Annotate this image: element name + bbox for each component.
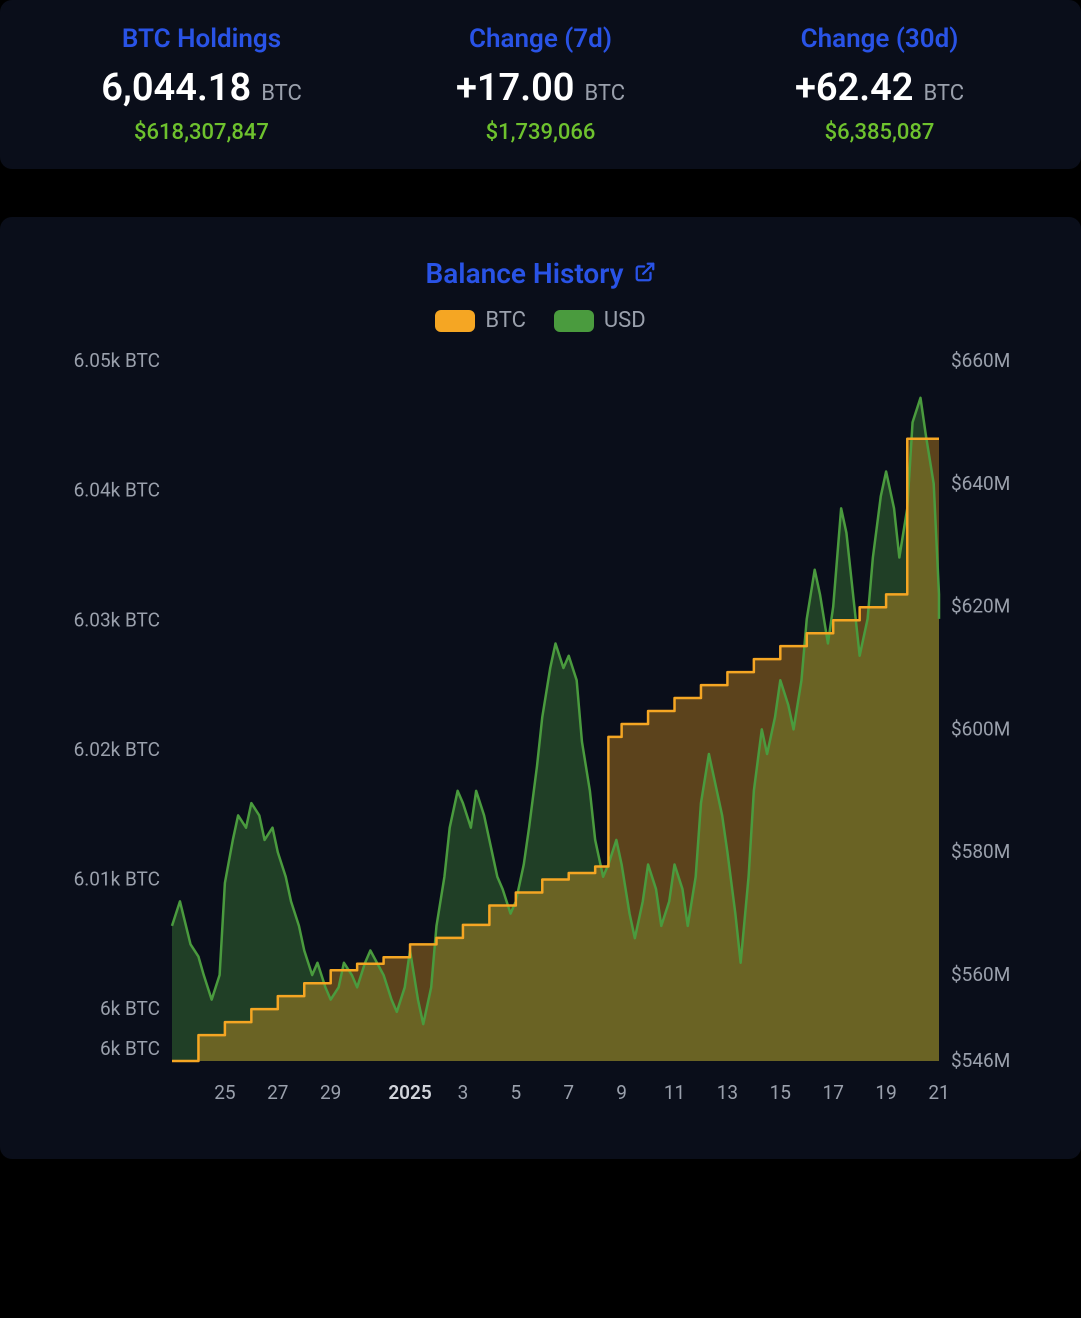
y-left-tick: 6.02k BTC xyxy=(74,738,160,761)
x-tick: 2025 xyxy=(388,1081,432,1104)
stat-label: Change (7d) xyxy=(371,24,710,54)
stat-change-7d: Change (7d) +17.00 BTC $1,739,066 xyxy=(371,24,710,145)
y-right-tick: $560M xyxy=(951,963,1010,986)
stat-label: Change (30d) xyxy=(710,24,1049,54)
stat-value-row: 6,044.18 BTC xyxy=(32,66,371,110)
stat-value-row: +17.00 BTC xyxy=(371,66,710,110)
y-left-tick: 6.04k BTC xyxy=(74,479,160,502)
stat-unit: BTC xyxy=(584,81,625,106)
chart-title-link[interactable]: Balance History xyxy=(425,257,655,290)
stats-panel: BTC Holdings 6,044.18 BTC $618,307,847 C… xyxy=(0,0,1081,169)
y-right-tick: $660M xyxy=(951,351,1010,372)
y-right-tick: $600M xyxy=(951,717,1010,740)
chart-panel: Balance History BTC USD 6k BTC 6k BTC 6.01… xyxy=(0,217,1081,1159)
stat-label: BTC Holdings xyxy=(32,24,371,54)
y-right-tick: $580M xyxy=(951,840,1010,863)
y-left-tick: 6k BTC xyxy=(100,997,160,1020)
stat-usd: $6,385,087 xyxy=(710,120,1049,145)
legend-swatch-btc xyxy=(435,310,475,332)
y-left-tick: 6k BTC xyxy=(100,1037,160,1060)
stat-value: +17.00 xyxy=(456,66,575,110)
y-right-tick: $620M xyxy=(951,595,1010,618)
stat-unit: BTC xyxy=(261,81,302,106)
chart-wrap: 6k BTC 6k BTC 6.01k BTC 6.02k BTC 6.03k BTC 6… xyxy=(32,351,1049,1111)
stat-value-row: +62.42 BTC xyxy=(710,66,1049,110)
x-tick: 21 xyxy=(928,1081,949,1104)
legend-swatch-usd xyxy=(554,310,594,332)
external-link-icon xyxy=(634,257,656,290)
x-tick: 19 xyxy=(875,1081,896,1104)
legend-item-btc[interactable]: BTC xyxy=(435,308,526,333)
y-left-tick: 6.05k BTC xyxy=(74,351,160,372)
stat-usd: $618,307,847 xyxy=(32,120,371,145)
x-tick: 11 xyxy=(664,1081,685,1104)
stat-unit: BTC xyxy=(923,81,964,106)
stat-holdings: BTC Holdings 6,044.18 BTC $618,307,847 xyxy=(32,24,371,145)
y-right-tick: $640M xyxy=(951,472,1010,495)
balance-history-chart[interactable]: 6k BTC 6k BTC 6.01k BTC 6.02k BTC 6.03k BTC 6… xyxy=(32,351,1049,1111)
legend-label: USD xyxy=(604,308,646,333)
x-tick: 25 xyxy=(214,1081,235,1104)
stat-change-30d: Change (30d) +62.42 BTC $6,385,087 xyxy=(710,24,1049,145)
stat-value: +62.42 xyxy=(795,66,914,110)
x-tick: 9 xyxy=(616,1081,627,1104)
legend-label: BTC xyxy=(485,308,526,333)
x-tick: 13 xyxy=(717,1081,738,1104)
y-left-tick: 6.01k BTC xyxy=(74,868,160,891)
x-tick: 15 xyxy=(770,1081,791,1104)
x-tick: 5 xyxy=(510,1081,521,1104)
x-tick: 17 xyxy=(823,1081,844,1104)
x-tick: 29 xyxy=(320,1081,341,1104)
y-right-tick: $546M xyxy=(951,1049,1010,1072)
chart-title-text: Balance History xyxy=(425,257,623,290)
stat-usd: $1,739,066 xyxy=(371,120,710,145)
legend-item-usd[interactable]: USD xyxy=(554,308,646,333)
legend-row: BTC USD xyxy=(32,308,1049,333)
x-tick: 3 xyxy=(458,1081,469,1104)
y-left-tick: 6.03k BTC xyxy=(74,608,160,631)
x-tick: 7 xyxy=(563,1081,574,1104)
stat-value: 6,044.18 xyxy=(101,66,251,110)
chart-title-row: Balance History xyxy=(32,257,1049,290)
x-tick: 27 xyxy=(267,1081,288,1104)
